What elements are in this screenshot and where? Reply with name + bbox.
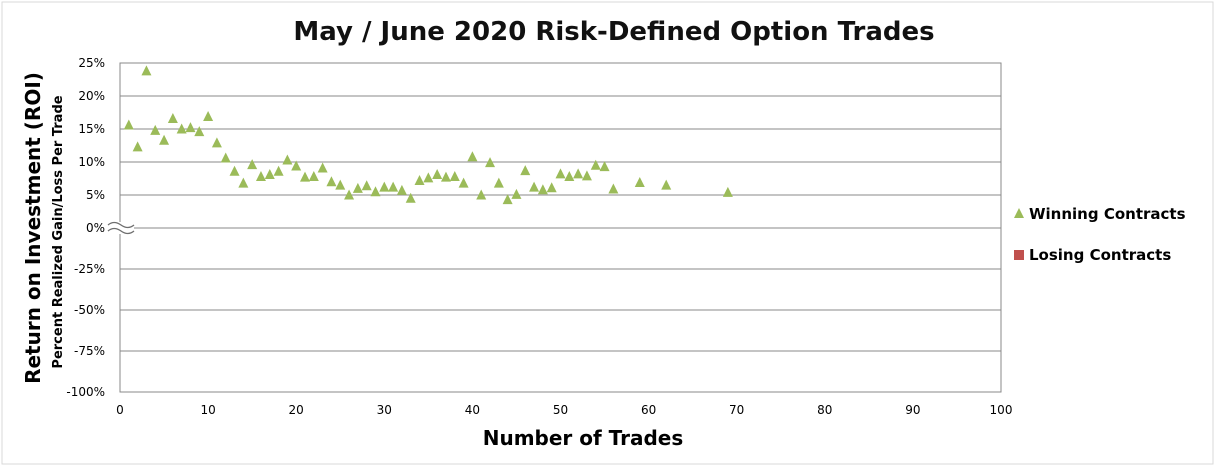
legend-marker-winning <box>1014 208 1024 218</box>
axis-break-mark <box>107 221 135 229</box>
x-tick-label: 30 <box>377 403 392 417</box>
x-tick-label: 90 <box>905 403 920 417</box>
data-point-winning <box>396 184 407 195</box>
data-point-winning <box>634 176 645 187</box>
data-point-winning <box>238 177 249 188</box>
chart-title: May / June 2020 Risk-Defined Option Trad… <box>293 17 934 47</box>
data-point-winning <box>590 159 601 170</box>
y-tick-label: 5% <box>86 188 105 202</box>
x-tick-label: 70 <box>729 403 744 417</box>
axis-break-mask <box>108 222 134 234</box>
data-point-winning <box>167 112 178 123</box>
data-point-winning <box>440 171 451 182</box>
y-tick-label: 15% <box>78 122 105 136</box>
data-point-winning <box>608 183 619 194</box>
data-point-winning <box>661 179 672 190</box>
x-tick-label: 10 <box>200 403 215 417</box>
data-point-winning <box>132 141 143 152</box>
legend-label-losing: Losing Contracts <box>1029 246 1171 264</box>
data-point-winning <box>264 169 275 180</box>
data-point-winning <box>581 170 592 181</box>
y-axis-label: Return on Investment (ROI) <box>21 72 45 384</box>
data-point-winning <box>159 134 170 145</box>
x-tick-label: 20 <box>289 403 304 417</box>
data-point-winning <box>229 165 240 176</box>
data-point-winning <box>529 181 540 192</box>
data-point-winning <box>255 171 266 182</box>
x-axis-label: Number of Trades <box>483 426 684 450</box>
data-point-winning <box>405 192 416 203</box>
y-axis-sublabel: Percent Realized Gain/Loss Per Trade <box>51 95 66 368</box>
data-point-winning <box>388 181 399 192</box>
data-point-winning <box>317 162 328 173</box>
y-tick-label: 10% <box>78 155 105 169</box>
x-tick-label: 50 <box>553 403 568 417</box>
data-point-winning <box>537 184 548 195</box>
x-tick-label: 80 <box>817 403 832 417</box>
data-point-winning <box>282 154 293 165</box>
data-point-winning <box>300 171 311 182</box>
x-tick-label: 40 <box>465 403 480 417</box>
data-point-winning <box>599 161 610 172</box>
data-point-winning <box>722 186 733 197</box>
data-point-winning <box>150 124 161 135</box>
x-tick-label: 60 <box>641 403 656 417</box>
data-point-winning <box>520 165 531 176</box>
data-point-winning <box>123 119 134 130</box>
data-point-winning <box>476 189 487 200</box>
data-point-winning <box>361 180 372 191</box>
data-point-winning <box>573 168 584 179</box>
data-point-winning <box>546 182 557 193</box>
data-point-winning <box>502 194 513 205</box>
x-tick-label: 0 <box>116 403 124 417</box>
data-point-winning <box>467 151 478 162</box>
data-point-winning <box>203 110 214 121</box>
data-point-winning <box>176 123 187 134</box>
y-tick-label: -50% <box>74 303 105 317</box>
data-point-winning <box>211 137 222 148</box>
legend-label-winning: Winning Contracts <box>1029 205 1186 223</box>
data-point-winning <box>423 172 434 183</box>
data-point-winning <box>247 159 258 170</box>
y-tick-label: -75% <box>74 344 105 358</box>
data-point-winning <box>291 160 302 171</box>
data-point-winning <box>344 189 355 200</box>
axis-break-mark <box>107 227 135 235</box>
data-point-winning <box>352 182 363 193</box>
y-tick-label: 0% <box>86 221 105 235</box>
data-point-winning <box>458 177 469 188</box>
x-tick-label: 100 <box>990 403 1013 417</box>
data-point-winning <box>370 186 381 197</box>
data-point-winning <box>194 126 205 137</box>
y-tick-label: -25% <box>74 262 105 276</box>
legend-marker-losing <box>1014 250 1024 260</box>
data-point-winning <box>220 152 231 163</box>
data-point-winning <box>555 168 566 179</box>
y-tick-label: 20% <box>78 89 105 103</box>
y-tick-label: -100% <box>66 385 105 399</box>
y-tick-label: 25% <box>78 56 105 70</box>
data-point-winning <box>273 165 284 176</box>
data-point-winning <box>564 171 575 182</box>
data-point-winning <box>141 65 152 76</box>
data-point-winning <box>185 122 196 133</box>
data-point-winning <box>449 171 460 182</box>
data-point-winning <box>414 174 425 185</box>
data-point-winning <box>493 177 504 188</box>
data-point-winning <box>335 179 346 190</box>
data-point-winning <box>308 171 319 182</box>
data-point-winning <box>485 157 496 168</box>
data-point-winning <box>432 169 443 180</box>
data-point-winning <box>379 181 390 192</box>
data-point-winning <box>511 188 522 199</box>
legend: Winning Contracts Losing Contracts <box>1014 205 1186 264</box>
data-point-winning <box>326 176 337 187</box>
